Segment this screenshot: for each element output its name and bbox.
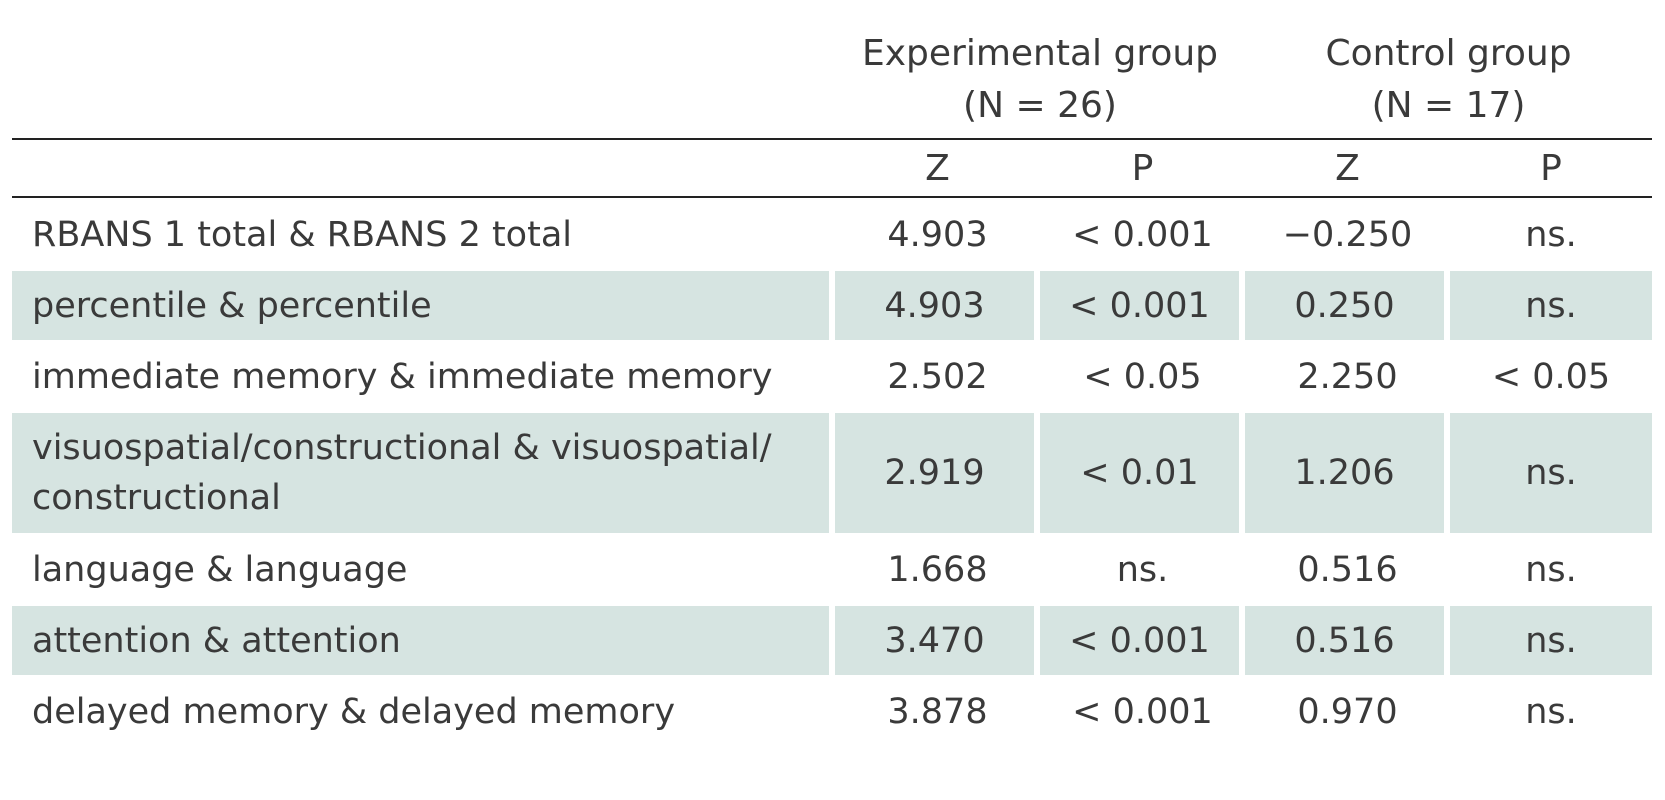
z-control: −0.250 bbox=[1245, 198, 1450, 269]
subheader-p-control: P bbox=[1450, 140, 1653, 198]
z-control: 1.206 bbox=[1245, 411, 1450, 533]
p-experimental: < 0.001 bbox=[1040, 198, 1245, 269]
empty-subheader-cell bbox=[12, 140, 835, 198]
row-label: RBANS 1 total & RBANS 2 total bbox=[12, 198, 835, 269]
z-experimental: 1.668 bbox=[835, 533, 1040, 604]
z-control: 0.516 bbox=[1245, 533, 1450, 604]
p-control: ns. bbox=[1450, 269, 1653, 340]
subheader-row: Z P Z P bbox=[12, 140, 1653, 198]
p-control: < 0.05 bbox=[1450, 340, 1653, 411]
row-label: language & language bbox=[12, 533, 835, 604]
group-n: (N = 26) bbox=[963, 85, 1117, 126]
z-control: 0.516 bbox=[1245, 604, 1450, 675]
p-control: ns. bbox=[1450, 198, 1653, 269]
p-experimental: < 0.05 bbox=[1040, 340, 1245, 411]
z-experimental: 2.919 bbox=[835, 411, 1040, 533]
z-experimental: 3.470 bbox=[835, 604, 1040, 675]
p-experimental: < 0.001 bbox=[1040, 604, 1245, 675]
table-row: visuospatial/constructional & visuospati… bbox=[12, 411, 1653, 533]
group-header-row: Experimental group (N = 26) Control grou… bbox=[12, 28, 1653, 140]
p-experimental: < 0.001 bbox=[1040, 675, 1245, 746]
group-n: (N = 17) bbox=[1371, 85, 1526, 126]
z-control: 0.970 bbox=[1245, 675, 1450, 746]
p-control: ns. bbox=[1450, 533, 1653, 604]
p-control: ns. bbox=[1450, 411, 1653, 533]
results-table: Experimental group (N = 26) Control grou… bbox=[12, 28, 1653, 746]
p-control: ns. bbox=[1450, 604, 1653, 675]
results-table-container: Experimental group (N = 26) Control grou… bbox=[12, 28, 1653, 746]
table-row: RBANS 1 total & RBANS 2 total 4.903 < 0.… bbox=[12, 198, 1653, 269]
table-row: attention & attention 3.470 < 0.001 0.51… bbox=[12, 604, 1653, 675]
z-experimental: 4.903 bbox=[835, 198, 1040, 269]
p-experimental: < 0.001 bbox=[1040, 269, 1245, 340]
row-label: visuospatial/constructional & visuospati… bbox=[12, 411, 835, 533]
z-control: 2.250 bbox=[1245, 340, 1450, 411]
empty-header-cell bbox=[12, 28, 835, 140]
row-label: delayed memory & delayed memory bbox=[12, 675, 835, 746]
z-experimental: 3.878 bbox=[835, 675, 1040, 746]
group-title: Control group bbox=[1325, 33, 1572, 74]
subheader-p-experimental: P bbox=[1040, 140, 1245, 198]
table-row: percentile & percentile 4.903 < 0.001 0.… bbox=[12, 269, 1653, 340]
table-row: delayed memory & delayed memory 3.878 < … bbox=[12, 675, 1653, 746]
p-experimental: ns. bbox=[1040, 533, 1245, 604]
table-row: language & language 1.668 ns. 0.516 ns. bbox=[12, 533, 1653, 604]
row-label: percentile & percentile bbox=[12, 269, 835, 340]
experimental-group-header: Experimental group (N = 26) bbox=[835, 28, 1245, 140]
row-label: attention & attention bbox=[12, 604, 835, 675]
p-experimental: < 0.01 bbox=[1040, 411, 1245, 533]
control-group-header: Control group (N = 17) bbox=[1245, 28, 1653, 140]
subheader-z-control: Z bbox=[1245, 140, 1450, 198]
p-control: ns. bbox=[1450, 675, 1653, 746]
subheader-z-experimental: Z bbox=[835, 140, 1040, 198]
z-experimental: 4.903 bbox=[835, 269, 1040, 340]
group-title: Experimental group bbox=[861, 33, 1219, 74]
table-row: immediate memory & immediate memory 2.50… bbox=[12, 340, 1653, 411]
z-experimental: 2.502 bbox=[835, 340, 1040, 411]
z-control: 0.250 bbox=[1245, 269, 1450, 340]
row-label: immediate memory & immediate memory bbox=[12, 340, 835, 411]
